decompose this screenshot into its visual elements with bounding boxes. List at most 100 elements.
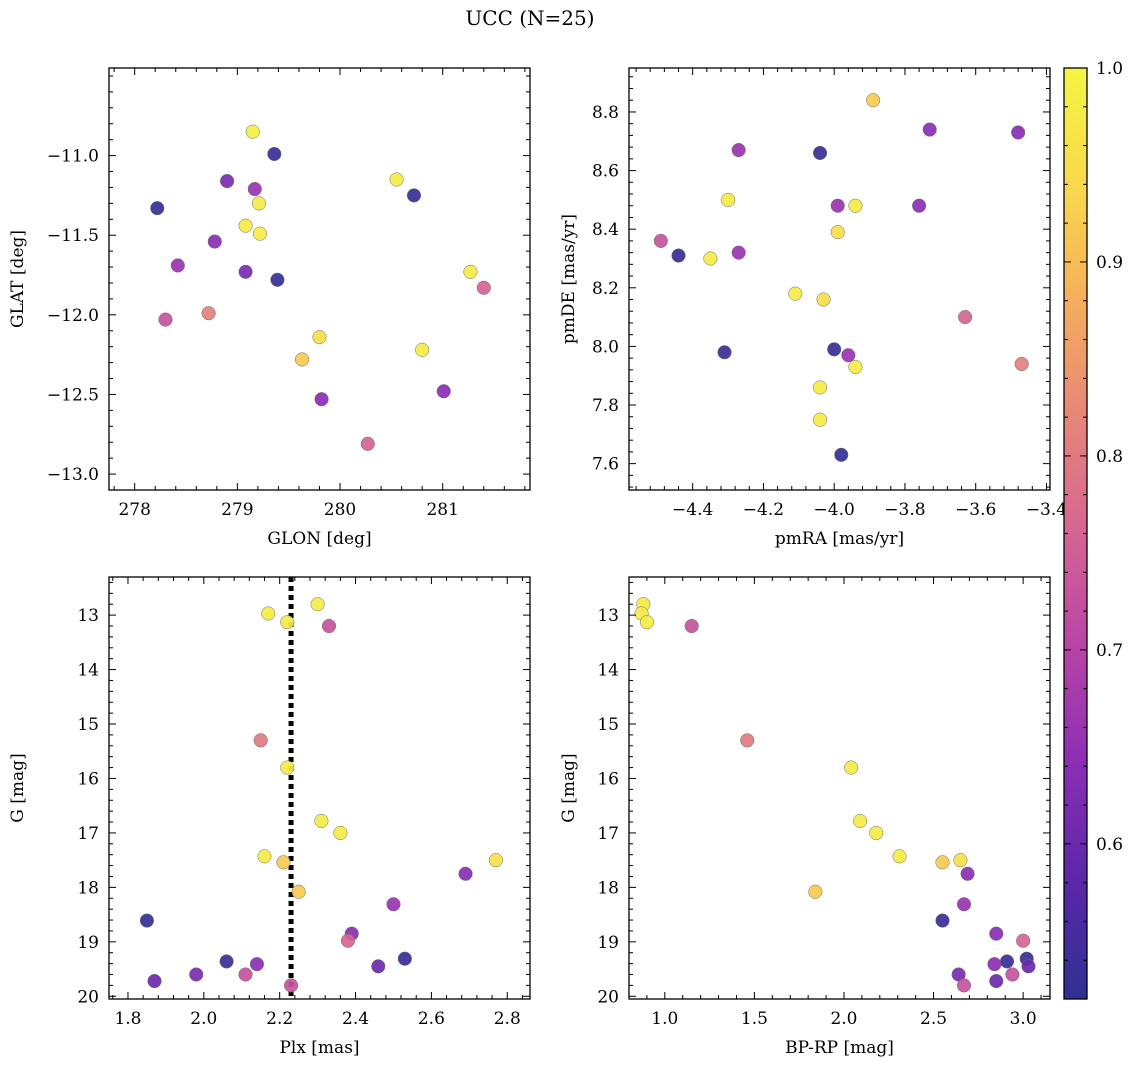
data-point (853, 813, 868, 828)
y-axis-label: pmDE [mas/yr] (559, 214, 579, 344)
colorbar-gradient (1064, 68, 1087, 999)
data-point (989, 926, 1004, 941)
data-point (321, 618, 337, 634)
data-point (397, 951, 412, 966)
x-tick-label: −4.4 (672, 500, 713, 520)
y-tick-label: 19 (597, 933, 619, 953)
y-tick-label: 14 (77, 661, 99, 681)
data-point (740, 733, 755, 748)
data-point (1014, 356, 1029, 372)
x-tick-label: 1.8 (114, 1009, 141, 1029)
data-point (488, 853, 503, 868)
data-point (960, 866, 975, 881)
data-point (280, 615, 295, 630)
data-point (1011, 125, 1026, 140)
data-point (294, 352, 310, 367)
data-point (956, 978, 972, 993)
data-point (1016, 933, 1031, 948)
data-point (340, 933, 355, 948)
data-point (1021, 959, 1036, 974)
data-point (989, 973, 1004, 989)
colorbar-tick-label: 0.8 (1096, 447, 1123, 467)
colorbar: 0.6 0.7 0.8 0.9 1.0 (1063, 59, 1123, 1000)
data-point (139, 913, 154, 928)
plot-area (109, 68, 530, 490)
axes-frame (108, 576, 531, 1000)
data-point (333, 825, 348, 840)
y-tick-label: −11.5 (47, 226, 99, 246)
data-point (935, 913, 950, 928)
data-point (956, 897, 972, 912)
x-axis-label: BP-RP [mag] (785, 1038, 894, 1058)
data-point (389, 172, 404, 187)
data-point (788, 286, 803, 301)
x-tick-label: −3.8 (884, 500, 925, 520)
x-tick-label: 2.6 (418, 1009, 445, 1029)
y-tick-label: 8.6 (592, 162, 619, 182)
data-point (252, 226, 267, 241)
x-tick-label: 2.5 (920, 1009, 947, 1029)
y-tick-label: 17 (77, 824, 99, 844)
data-point (912, 198, 927, 213)
data-point (869, 825, 884, 840)
data-point (312, 330, 327, 345)
x-axis-label: Plx [mas] (279, 1038, 359, 1058)
data-point (731, 143, 746, 158)
y-tick-label: 15 (597, 715, 619, 735)
data-point (684, 618, 699, 634)
axes-frame (628, 576, 1051, 1000)
y-tick-label: −13.0 (47, 465, 99, 485)
data-point (150, 201, 165, 216)
y-tick-label: 7.6 (592, 455, 619, 475)
y-tick-label: −12.0 (47, 306, 99, 326)
data-point (987, 957, 1002, 972)
data-point (201, 306, 216, 321)
colorbar-tick-label: 0.6 (1096, 835, 1123, 855)
panel-position: 278 279 280 281 −11.0 −11.5 −12.0 −12.5 −13.0 GLO… (8, 67, 531, 549)
data-point (291, 884, 306, 899)
data-point (267, 146, 282, 162)
x-axis-label: pmRA [mas/yr] (775, 529, 904, 549)
data-point (812, 412, 828, 427)
data-point (830, 225, 845, 240)
plot-area (109, 577, 530, 999)
data-point (639, 615, 654, 630)
data-point (284, 978, 299, 993)
data-point (671, 248, 686, 263)
y-tick-label: 20 (77, 987, 99, 1007)
x-tick-label: 280 (324, 500, 356, 520)
colorbar-tick-label: 0.9 (1096, 253, 1123, 273)
data-point (830, 198, 845, 213)
data-point (834, 447, 849, 462)
data-point (238, 264, 253, 279)
y-tick-label: 15 (77, 715, 99, 735)
data-point (253, 733, 268, 748)
x-tick-label: 2.8 (494, 1009, 521, 1029)
y-tick-label: 16 (77, 769, 99, 789)
data-point (238, 967, 253, 982)
x-tick-label: −3.4 (1026, 500, 1067, 520)
data-point (220, 174, 235, 189)
data-point (999, 954, 1015, 969)
data-point (827, 342, 842, 357)
y-axis-label: G [mag] (8, 753, 28, 822)
panel-proper-motion: −4.4 −4.2 −4.0 −3.8 −3.6 −3.4 7.6 7.8 8.0 8.2 8.4 8… (559, 67, 1067, 549)
data-point (249, 957, 264, 972)
data-point (238, 218, 253, 233)
y-tick-label: −11.0 (47, 147, 99, 167)
x-tick-label: 281 (426, 500, 458, 520)
data-point (866, 93, 881, 108)
data-point (848, 198, 863, 213)
x-tick-label: 2.0 (830, 1009, 857, 1029)
axes-frame (628, 67, 1051, 491)
data-point (360, 436, 375, 451)
panel-parallax-magnitude: 1.8 2.0 2.2 2.4 2.6 2.8 13 14 15 16 17 18 19 20 Plx [m… (8, 576, 531, 1058)
data-point (717, 345, 732, 360)
y-axis-label: G [mag] (559, 753, 579, 822)
y-tick-label: 18 (597, 878, 619, 898)
data-point (653, 233, 668, 248)
data-point (314, 813, 329, 828)
y-tick-label: 8.8 (592, 103, 619, 123)
plot-area (629, 577, 1050, 999)
